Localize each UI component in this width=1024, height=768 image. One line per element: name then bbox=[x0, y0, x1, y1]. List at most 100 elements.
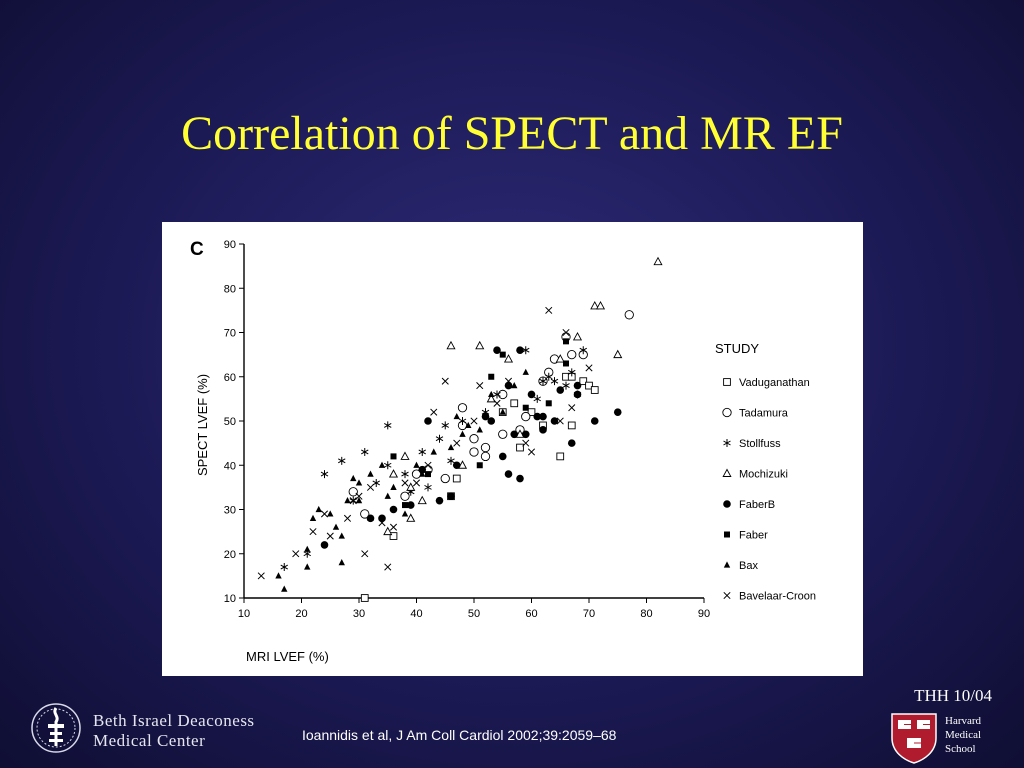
legend-label-faber: Faber bbox=[739, 530, 768, 542]
point-vaduganathan bbox=[527, 408, 536, 417]
legend-marker-faberb bbox=[723, 500, 731, 508]
point-bavelaar-croon bbox=[527, 448, 536, 456]
y-tick-label: 80 bbox=[224, 283, 236, 295]
point-stollfuss bbox=[562, 381, 570, 390]
point-bavelaar-croon bbox=[355, 492, 363, 500]
point-stollfuss bbox=[401, 470, 409, 479]
point-faber bbox=[425, 471, 431, 478]
point-stollfuss bbox=[550, 377, 559, 386]
point-vaduganathan bbox=[360, 594, 369, 602]
point-bavelaar-croon bbox=[326, 532, 334, 540]
point-bax bbox=[413, 461, 420, 468]
point-faberb bbox=[539, 426, 547, 434]
point-bax bbox=[488, 390, 495, 398]
point-faberb bbox=[378, 514, 386, 523]
legend-title: STUDY bbox=[715, 341, 759, 356]
point-stollfuss bbox=[418, 447, 426, 456]
point-bavelaar-croon bbox=[320, 510, 329, 518]
point-tadamura bbox=[469, 447, 479, 457]
bidmc-logo-icon bbox=[31, 703, 81, 753]
point-bax bbox=[367, 470, 374, 477]
point-stollfuss bbox=[441, 421, 449, 430]
legend-label-bax: Bax bbox=[739, 560, 758, 572]
point-bavelaar-croon bbox=[384, 563, 392, 571]
point-bax bbox=[522, 368, 529, 375]
legend-marker-bax bbox=[723, 561, 731, 568]
y-tick-label: 50 bbox=[224, 416, 236, 428]
point-faberb bbox=[613, 408, 622, 416]
point-tadamura bbox=[457, 403, 468, 413]
point-bax bbox=[499, 408, 506, 415]
x-tick-label: 30 bbox=[353, 608, 365, 620]
legend-marker-faber bbox=[724, 531, 730, 538]
scatter-chart-svg: 10 20 30 40 50 60 70 80 90 10 20 30 40 50 60 70 80 90 C MRI… bbox=[190, 239, 816, 664]
point-faber bbox=[545, 400, 552, 407]
point-mochizuki bbox=[388, 469, 399, 478]
point-tadamura bbox=[440, 473, 450, 484]
point-faberb bbox=[573, 390, 582, 399]
point-faberb bbox=[481, 412, 490, 421]
point-mochizuki bbox=[503, 354, 514, 363]
y-tick-label: 60 bbox=[224, 372, 236, 384]
point-faber bbox=[488, 373, 495, 380]
point-faberb bbox=[435, 496, 444, 505]
point-faberb bbox=[590, 417, 599, 425]
point-bavelaar-croon bbox=[441, 377, 449, 385]
point-tadamura bbox=[480, 451, 491, 462]
point-bavelaar-croon bbox=[562, 328, 570, 337]
point-faberb bbox=[527, 390, 536, 399]
legend-label-bavelaar-croon: Bavelaar-Croon bbox=[739, 591, 816, 603]
legend-marker-stollfuss bbox=[723, 439, 731, 447]
point-bax bbox=[332, 523, 340, 530]
slide-tag: THH 10/04 bbox=[914, 686, 992, 705]
x-tick-label: 60 bbox=[525, 608, 537, 620]
y-tick-label: 70 bbox=[224, 328, 236, 340]
point-mochizuki bbox=[613, 349, 623, 359]
point-bax bbox=[350, 474, 357, 482]
point-tadamura bbox=[360, 509, 370, 519]
point-tadamura bbox=[567, 349, 577, 360]
point-bavelaar-croon bbox=[401, 479, 409, 487]
point-faberb bbox=[493, 346, 501, 354]
point-vaduganathan bbox=[516, 443, 524, 452]
point-tadamura bbox=[400, 491, 410, 501]
point-bavelaar-croon bbox=[424, 461, 432, 469]
point-bax bbox=[419, 470, 426, 477]
point-bavelaar-croon bbox=[430, 408, 438, 416]
point-mochizuki bbox=[590, 301, 600, 310]
point-faber bbox=[448, 493, 454, 500]
point-stollfuss bbox=[545, 372, 553, 381]
point-faberb bbox=[567, 439, 576, 447]
point-mochizuki bbox=[486, 393, 496, 403]
point-faber bbox=[476, 462, 483, 469]
point-stollfuss bbox=[361, 447, 369, 456]
point-stollfuss bbox=[338, 456, 346, 465]
legend-label-stollfuss: Stollfuss bbox=[739, 438, 781, 450]
point-bavelaar-croon bbox=[378, 519, 386, 527]
point-faberb bbox=[418, 465, 427, 474]
x-tick-label: 50 bbox=[468, 608, 480, 620]
hms-line-3: School bbox=[945, 743, 976, 755]
point-mochizuki bbox=[406, 513, 416, 522]
point-faberb bbox=[550, 417, 559, 425]
y-tick-label: 40 bbox=[224, 460, 236, 472]
citation: Ioannidis et al, J Am Coll Cardiol 2002;… bbox=[302, 727, 617, 743]
point-tadamura bbox=[624, 310, 634, 320]
point-faber bbox=[402, 502, 408, 509]
point-vaduganathan bbox=[452, 474, 461, 483]
y-tick-label: 20 bbox=[224, 549, 236, 561]
hms-line-2: Medical bbox=[945, 729, 982, 741]
point-bax bbox=[465, 421, 472, 429]
point-bavelaar-croon bbox=[493, 399, 501, 407]
y-tick-label: 90 bbox=[224, 239, 236, 251]
x-axis-title: MRI LVEF (%) bbox=[246, 649, 329, 664]
point-bax bbox=[511, 382, 518, 389]
point-bax bbox=[309, 514, 317, 521]
point-vaduganathan bbox=[585, 381, 593, 390]
point-stollfuss bbox=[384, 421, 392, 430]
point-bavelaar-croon bbox=[585, 364, 593, 372]
point-vaduganathan bbox=[389, 532, 398, 540]
point-bax bbox=[338, 559, 345, 566]
point-bavelaar-croon bbox=[361, 550, 369, 558]
bidmc-name: Beth Israel Deaconess Medical Center bbox=[93, 711, 255, 751]
